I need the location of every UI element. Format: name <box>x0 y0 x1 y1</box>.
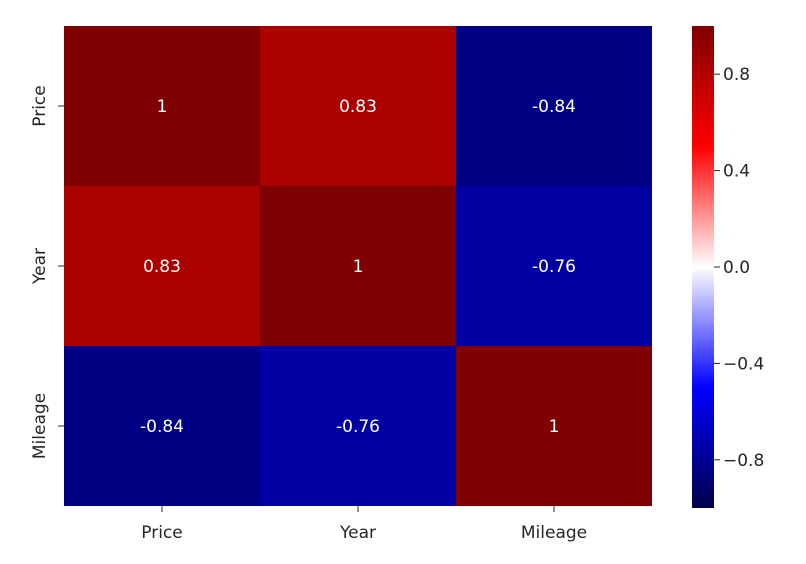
cell-value-label: 1 <box>353 257 364 277</box>
colorbar-gradient <box>692 26 714 508</box>
y-tick-label: Year <box>30 248 50 285</box>
cell-value-label: -0.84 <box>532 97 576 117</box>
heatmap-cell-year-price <box>64 186 260 346</box>
cell-value-label: -0.76 <box>532 257 576 277</box>
cell-value-label: -0.76 <box>336 417 380 437</box>
colorbar-tick-label: −0.4 <box>723 354 764 374</box>
x-tick-label: Price <box>141 523 182 543</box>
heatmap-cell-labels: 1 0.83 -0.84 0.83 1 -0.76 -0.84 -0.76 1 <box>140 97 576 437</box>
cell-value-label: 1 <box>157 97 168 117</box>
x-tick-label: Mileage <box>521 523 587 543</box>
y-axis: Price Year Mileage <box>30 85 64 459</box>
colorbar-tick-label: 0.8 <box>723 65 750 85</box>
cell-value-label: -0.84 <box>140 417 184 437</box>
x-tick-label: Year <box>339 523 376 543</box>
heatmap-cell-mileage-mileage <box>456 346 652 506</box>
cell-value-label: 0.83 <box>143 257 181 277</box>
y-tick-label: Mileage <box>30 393 50 459</box>
heatmap-cell-year-year <box>260 186 456 346</box>
colorbar-tick-label: −0.8 <box>723 451 764 471</box>
x-axis: Price Year Mileage <box>141 506 587 543</box>
heatmap-cell-mileage-year <box>260 346 456 506</box>
y-tick-label: Price <box>30 85 50 126</box>
heatmap-cell-year-mileage <box>456 186 652 346</box>
heatmap-cell-price-year <box>260 26 456 186</box>
colorbar-ticks: 0.8 0.4 0.0 −0.4 −0.8 <box>714 65 764 471</box>
heatmap-cell-price-mileage <box>456 26 652 186</box>
colorbar: 0.8 0.4 0.0 −0.4 −0.8 <box>692 26 764 508</box>
heatmap-cells <box>64 26 652 506</box>
cell-value-label: 1 <box>549 417 560 437</box>
heatmap-cell-price-price <box>64 26 260 186</box>
cell-value-label: 0.83 <box>339 97 377 117</box>
colorbar-tick-label: 0.0 <box>723 258 750 278</box>
heatmap-cell-mileage-price <box>64 346 260 506</box>
colorbar-tick-label: 0.4 <box>723 162 750 182</box>
